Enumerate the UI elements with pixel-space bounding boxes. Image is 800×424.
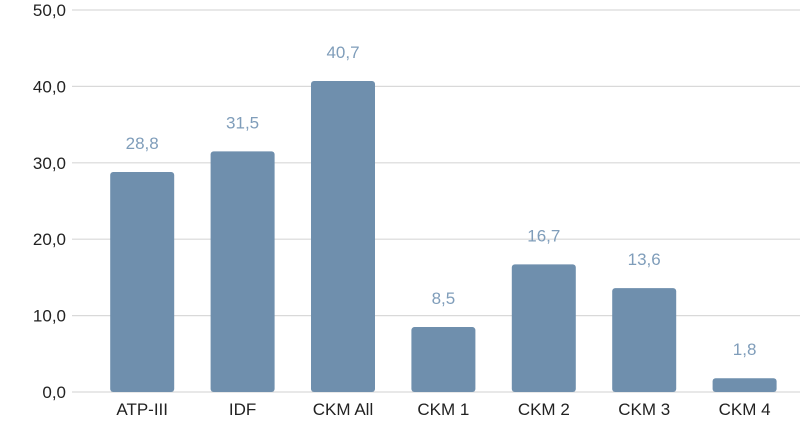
bar	[511, 264, 576, 392]
bars	[110, 81, 777, 392]
y-tick-label: 40,0	[33, 77, 66, 96]
bar	[110, 171, 175, 392]
x-tick-label: CKM 3	[618, 400, 670, 419]
data-labels: 28,8 31,5 40,7 8,5 16,7 13,6 1,8	[126, 43, 757, 359]
bar-value-label: 31,5	[226, 113, 259, 132]
bar-value-label: 28,8	[126, 134, 159, 153]
x-tick-label: CKM All	[313, 400, 373, 419]
x-axis-ticks: ATP-III IDF CKM All CKM 1 CKM 2 CKM 3 CKM 4	[116, 400, 770, 419]
x-tick-label: ATP-III	[116, 400, 168, 419]
bar-value-label: 40,7	[326, 43, 359, 62]
bar	[210, 151, 275, 392]
gridlines	[72, 9, 800, 393]
y-tick-label: 30,0	[33, 154, 66, 173]
x-tick-label: IDF	[229, 400, 256, 419]
x-tick-label: CKM 4	[719, 400, 771, 419]
bar-value-label: 8,5	[432, 289, 456, 308]
bar	[712, 378, 777, 392]
y-axis-ticks: 0,0 10,0 20,0 30,0 40,0 50,0	[33, 1, 66, 402]
bar-value-label: 1,8	[733, 340, 757, 359]
y-tick-label: 10,0	[33, 307, 66, 326]
bar-value-label: 16,7	[527, 226, 560, 245]
x-tick-label: CKM 2	[518, 400, 570, 419]
bar	[612, 288, 677, 392]
y-tick-label: 0,0	[42, 383, 66, 402]
bar	[311, 81, 375, 392]
bar-value-label: 13,6	[628, 250, 661, 269]
y-tick-label: 50,0	[33, 1, 66, 20]
bar	[411, 327, 476, 392]
y-tick-label: 20,0	[33, 230, 66, 249]
x-tick-label: CKM 1	[417, 400, 469, 419]
